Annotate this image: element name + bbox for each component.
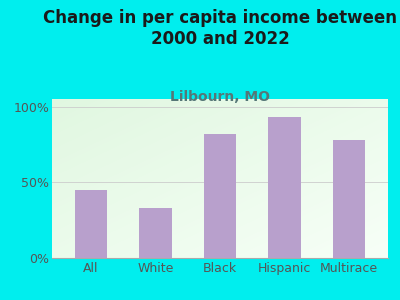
Text: Change in per capita income between
2000 and 2022: Change in per capita income between 2000…	[43, 9, 397, 48]
Bar	[139, 208, 172, 258]
Bar	[268, 117, 301, 258]
Bar	[333, 140, 365, 258]
Bar	[75, 190, 107, 258]
Text: Lilbourn, MO: Lilbourn, MO	[170, 90, 270, 104]
Bar	[204, 134, 236, 258]
